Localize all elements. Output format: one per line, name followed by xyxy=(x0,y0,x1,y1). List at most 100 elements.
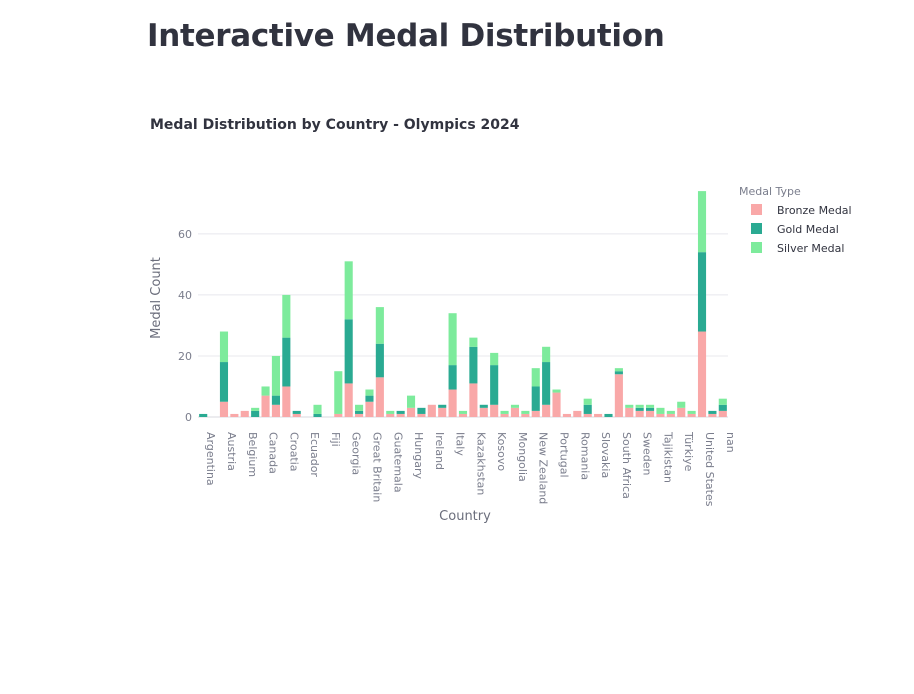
bar-segment[interactable] xyxy=(427,404,436,417)
bar-segment[interactable] xyxy=(646,407,655,411)
bar-segment[interactable] xyxy=(625,407,634,417)
bar-segment[interactable] xyxy=(230,413,239,417)
bar-segment[interactable] xyxy=(261,386,270,396)
bar-segment[interactable] xyxy=(614,374,623,417)
bar-segment[interactable] xyxy=(261,395,270,417)
bar-segment[interactable] xyxy=(458,410,468,414)
bar-segment[interactable] xyxy=(604,413,613,417)
bar-segment[interactable] xyxy=(614,368,623,372)
bar-segment[interactable] xyxy=(656,413,665,417)
bar-segment[interactable] xyxy=(458,413,468,417)
bar-segment[interactable] xyxy=(313,413,322,417)
bar-segment[interactable] xyxy=(635,410,644,417)
bar-segment[interactable] xyxy=(500,410,509,414)
bar-segment[interactable] xyxy=(375,307,384,344)
bar-segment[interactable] xyxy=(666,410,675,414)
bar-segment[interactable] xyxy=(365,401,374,417)
legend-entry[interactable]: Gold Medal xyxy=(777,223,839,236)
bar-segment[interactable] xyxy=(375,343,384,378)
bar-segment[interactable] xyxy=(510,404,520,408)
bar-segment[interactable] xyxy=(677,407,686,417)
bar-segment[interactable] xyxy=(469,383,478,417)
legend[interactable]: Medal Type Bronze Medal Gold Medal Silver … xyxy=(739,185,852,255)
bar-segment[interactable] xyxy=(334,413,343,417)
bar-segment[interactable] xyxy=(635,407,644,411)
legend-entry[interactable]: Bronze Medal xyxy=(777,204,852,217)
bar-segment[interactable] xyxy=(573,410,582,417)
bar-segment[interactable] xyxy=(282,337,291,387)
bar-segment[interactable] xyxy=(666,413,675,417)
bar-segment[interactable] xyxy=(718,398,727,405)
bar-segment[interactable] xyxy=(697,331,707,417)
bar-segment[interactable] xyxy=(510,407,520,417)
bar-segment[interactable] xyxy=(292,410,301,414)
bar-segment[interactable] xyxy=(490,352,499,366)
bar-segment[interactable] xyxy=(469,337,478,347)
bar-segment[interactable] xyxy=(614,371,623,375)
bar-segment[interactable] xyxy=(687,413,696,417)
bar-segment[interactable] xyxy=(521,410,530,414)
bar-segment[interactable] xyxy=(479,404,488,408)
bar-segment[interactable] xyxy=(292,413,301,417)
bar-segment[interactable] xyxy=(282,294,291,338)
bar-segment[interactable] xyxy=(697,252,707,332)
bar-segment[interactable] xyxy=(562,413,571,417)
bar-segment[interactable] xyxy=(251,410,260,417)
bar-segment[interactable] xyxy=(438,404,447,408)
bar-segment[interactable] xyxy=(583,398,592,405)
bar-segment[interactable] xyxy=(542,346,551,363)
bar-segment[interactable] xyxy=(344,261,353,320)
bar-segment[interactable] xyxy=(219,401,229,417)
bar-segment[interactable] xyxy=(594,413,603,417)
bar-segment[interactable] xyxy=(552,389,561,393)
bar-segment[interactable] xyxy=(396,410,405,414)
bar-segment[interactable] xyxy=(500,413,509,417)
bar-segment[interactable] xyxy=(396,413,405,417)
bar-segment[interactable] xyxy=(365,389,374,396)
bar-segment[interactable] xyxy=(417,407,426,414)
bar-segment[interactable] xyxy=(490,365,499,405)
bar-segment[interactable] xyxy=(625,404,634,408)
bar-segment[interactable] xyxy=(271,404,280,417)
bar-segment[interactable] xyxy=(646,410,655,417)
bar-segment[interactable] xyxy=(365,395,374,402)
bar-segment[interactable] xyxy=(251,407,260,411)
bar-segment[interactable] xyxy=(219,362,229,402)
bar-segment[interactable] xyxy=(687,410,696,414)
bar-segment[interactable] xyxy=(282,386,291,417)
bar-segment[interactable] xyxy=(271,395,280,405)
bar-segment[interactable] xyxy=(334,371,343,414)
bar-segment[interactable] xyxy=(438,407,447,417)
bar-segment[interactable] xyxy=(313,404,322,414)
bar-segment[interactable] xyxy=(708,413,717,417)
bar-segment[interactable] xyxy=(271,355,280,396)
bar-segment[interactable] xyxy=(718,410,727,417)
bar-segment[interactable] xyxy=(656,407,665,414)
bar-segment[interactable] xyxy=(531,410,540,417)
bar-segment[interactable] xyxy=(219,331,229,363)
bar-segment[interactable] xyxy=(199,413,208,417)
bar-segment[interactable] xyxy=(521,413,530,417)
legend-swatch[interactable] xyxy=(751,242,762,253)
bar-segment[interactable] xyxy=(718,404,727,411)
bar-segment[interactable] xyxy=(583,413,592,417)
legend-swatch[interactable] xyxy=(751,223,762,234)
bar-segment[interactable] xyxy=(542,404,551,417)
bar-segment[interactable] xyxy=(448,313,457,366)
bar-segment[interactable] xyxy=(469,346,478,384)
bar-segment[interactable] xyxy=(344,383,353,417)
bar-segment[interactable] xyxy=(646,404,655,408)
bar-segment[interactable] xyxy=(417,413,426,417)
bar-segment[interactable] xyxy=(531,386,540,411)
bar-segment[interactable] xyxy=(386,413,395,417)
bar-segment[interactable] xyxy=(708,410,717,414)
bar-segment[interactable] xyxy=(448,365,457,390)
bar-segment[interactable] xyxy=(542,362,551,405)
bar-segment[interactable] xyxy=(355,404,364,411)
bar-segment[interactable] xyxy=(375,377,384,417)
bar-segment[interactable] xyxy=(531,368,540,387)
bar-segment[interactable] xyxy=(583,404,592,414)
bar-segment[interactable] xyxy=(344,319,353,384)
bar-segment[interactable] xyxy=(240,410,249,417)
bar-segment[interactable] xyxy=(697,191,707,253)
